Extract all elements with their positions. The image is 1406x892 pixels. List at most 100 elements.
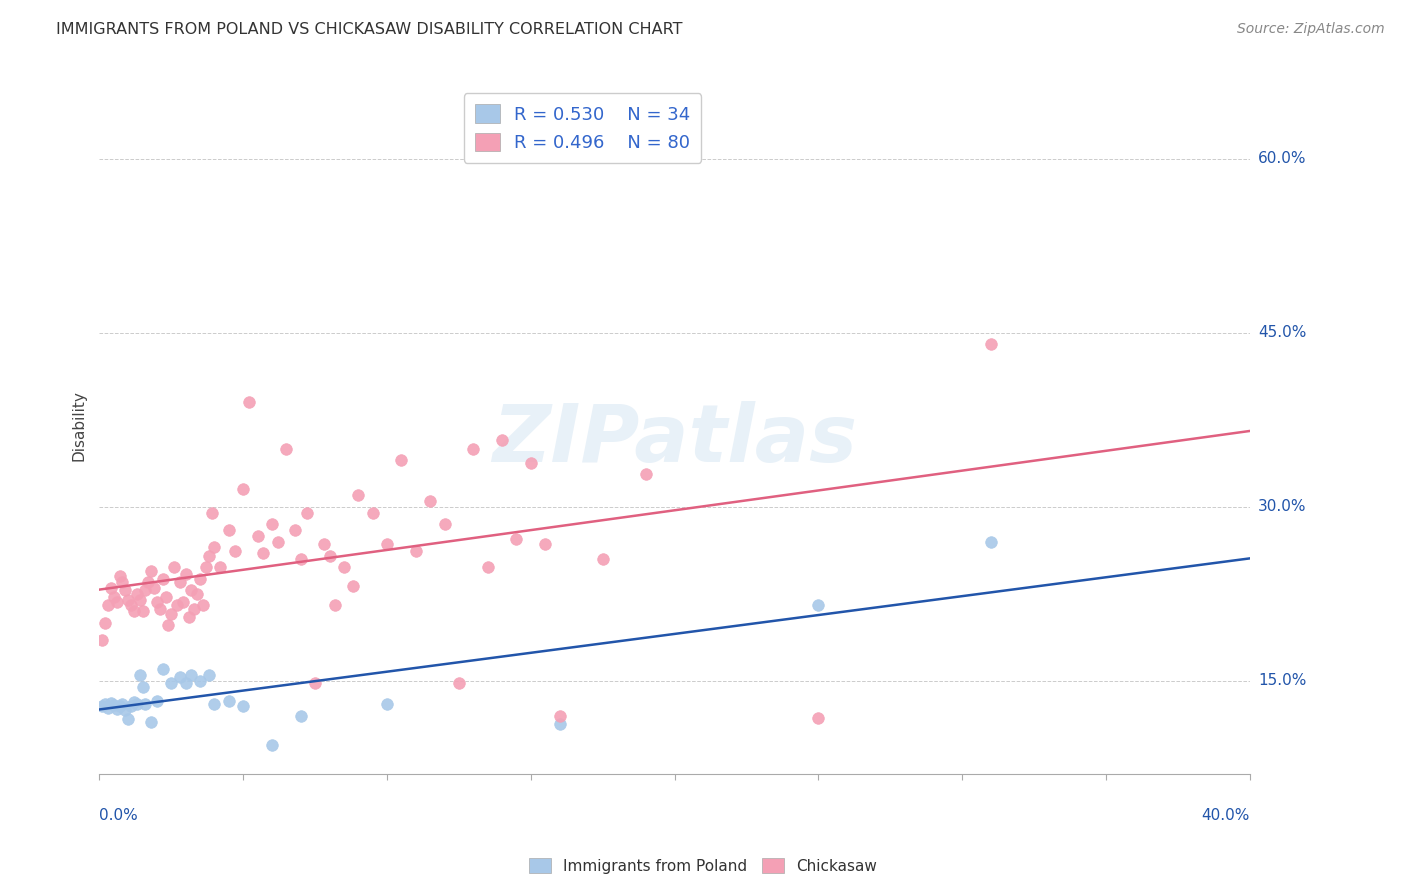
Point	[224, 544, 246, 558]
Point	[160, 676, 183, 690]
Point	[238, 395, 260, 409]
Point	[447, 676, 470, 690]
Point	[111, 575, 134, 590]
Point	[197, 549, 219, 563]
Point	[267, 534, 290, 549]
Point	[108, 699, 131, 714]
Point	[188, 673, 211, 688]
Point	[146, 595, 169, 609]
Point	[194, 560, 217, 574]
Point	[143, 581, 166, 595]
Point	[312, 537, 335, 551]
Point	[125, 587, 148, 601]
Point	[180, 583, 202, 598]
Point	[209, 560, 232, 574]
Point	[122, 604, 145, 618]
Point	[218, 523, 240, 537]
Text: Source: ZipAtlas.com: Source: ZipAtlas.com	[1237, 22, 1385, 37]
Point	[534, 537, 557, 551]
Point	[174, 567, 197, 582]
Point	[252, 546, 274, 560]
Point	[141, 564, 163, 578]
Point	[105, 595, 128, 609]
Point	[548, 708, 571, 723]
Point	[807, 711, 830, 725]
Point	[103, 591, 125, 605]
Point	[342, 579, 364, 593]
Point	[188, 572, 211, 586]
Text: 45.0%: 45.0%	[1258, 326, 1306, 340]
Text: 40.0%: 40.0%	[1202, 808, 1250, 823]
Point	[333, 560, 356, 574]
Point	[100, 581, 122, 595]
Point	[160, 607, 183, 621]
Point	[260, 738, 283, 752]
Point	[94, 697, 117, 711]
Point	[169, 670, 191, 684]
Point	[204, 697, 226, 711]
Point	[433, 517, 456, 532]
Point	[131, 680, 153, 694]
Point	[166, 599, 188, 613]
Point	[295, 506, 318, 520]
Point	[174, 676, 197, 690]
Text: ZIPatlas: ZIPatlas	[492, 401, 858, 478]
Text: 60.0%: 60.0%	[1258, 151, 1306, 166]
Point	[807, 599, 830, 613]
Point	[260, 517, 283, 532]
Point	[103, 698, 125, 713]
Point	[361, 506, 384, 520]
Point	[323, 599, 346, 613]
Point	[520, 456, 543, 470]
Point	[152, 572, 174, 586]
Point	[980, 337, 1002, 351]
Point	[186, 587, 208, 601]
Point	[131, 604, 153, 618]
Point	[91, 699, 114, 714]
Point	[152, 662, 174, 676]
Point	[155, 591, 177, 605]
Point	[114, 583, 136, 598]
Point	[318, 549, 340, 563]
Point	[197, 668, 219, 682]
Point	[134, 583, 156, 598]
Point	[146, 693, 169, 707]
Point	[463, 442, 485, 456]
Point	[290, 552, 312, 566]
Legend: Immigrants from Poland, Chickasaw: Immigrants from Poland, Chickasaw	[523, 852, 883, 880]
Legend: R = 0.530    N = 34, R = 0.496    N = 80: R = 0.530 N = 34, R = 0.496 N = 80	[464, 94, 702, 163]
Point	[172, 595, 194, 609]
Point	[375, 537, 398, 551]
Point	[183, 602, 205, 616]
Point	[120, 699, 142, 714]
Point	[548, 716, 571, 731]
Point	[177, 610, 200, 624]
Point	[125, 697, 148, 711]
Point	[232, 699, 254, 714]
Point	[136, 575, 159, 590]
Y-axis label: Disability: Disability	[72, 390, 86, 461]
Point	[477, 560, 499, 574]
Text: 15.0%: 15.0%	[1258, 673, 1306, 689]
Text: IMMIGRANTS FROM POLAND VS CHICKASAW DISABILITY CORRELATION CHART: IMMIGRANTS FROM POLAND VS CHICKASAW DISA…	[56, 22, 683, 37]
Point	[204, 541, 226, 555]
Point	[149, 602, 172, 616]
Point	[163, 560, 186, 574]
Point	[634, 467, 657, 482]
Point	[180, 668, 202, 682]
Point	[169, 575, 191, 590]
Text: 30.0%: 30.0%	[1258, 500, 1306, 515]
Point	[91, 633, 114, 648]
Point	[128, 668, 150, 682]
Point	[97, 700, 120, 714]
Point	[117, 712, 139, 726]
Point	[114, 703, 136, 717]
Point	[128, 592, 150, 607]
Point	[276, 442, 298, 456]
Point	[290, 708, 312, 723]
Point	[108, 569, 131, 583]
Point	[246, 529, 269, 543]
Text: 0.0%: 0.0%	[100, 808, 138, 823]
Point	[505, 533, 527, 547]
Point	[117, 592, 139, 607]
